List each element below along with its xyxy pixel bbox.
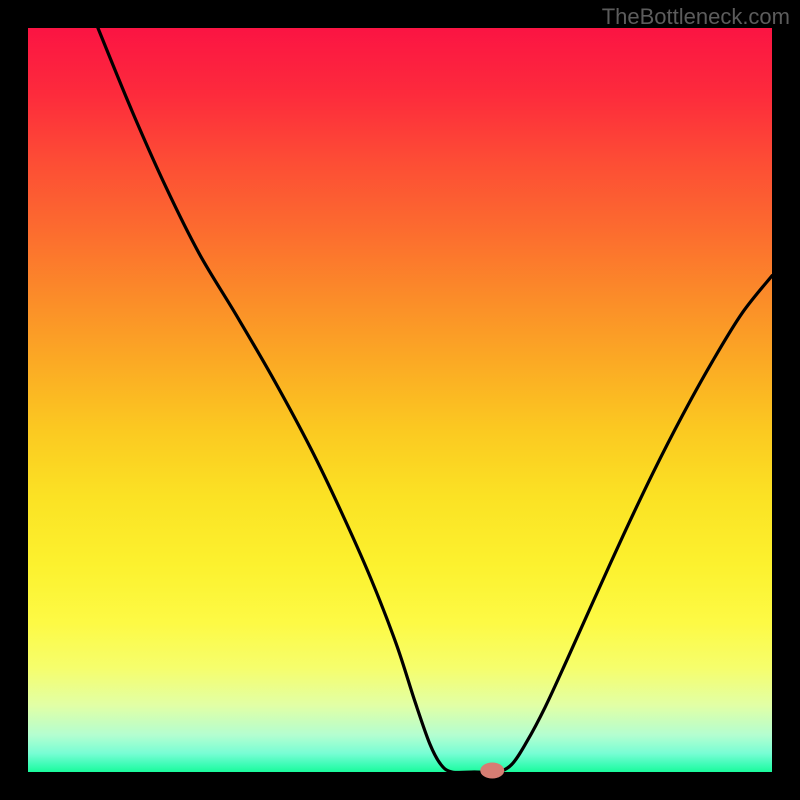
optimal-point-marker xyxy=(480,763,504,779)
bottleneck-chart xyxy=(0,0,800,800)
gradient-background xyxy=(28,28,772,772)
watermark-text: TheBottleneck.com xyxy=(602,4,790,30)
